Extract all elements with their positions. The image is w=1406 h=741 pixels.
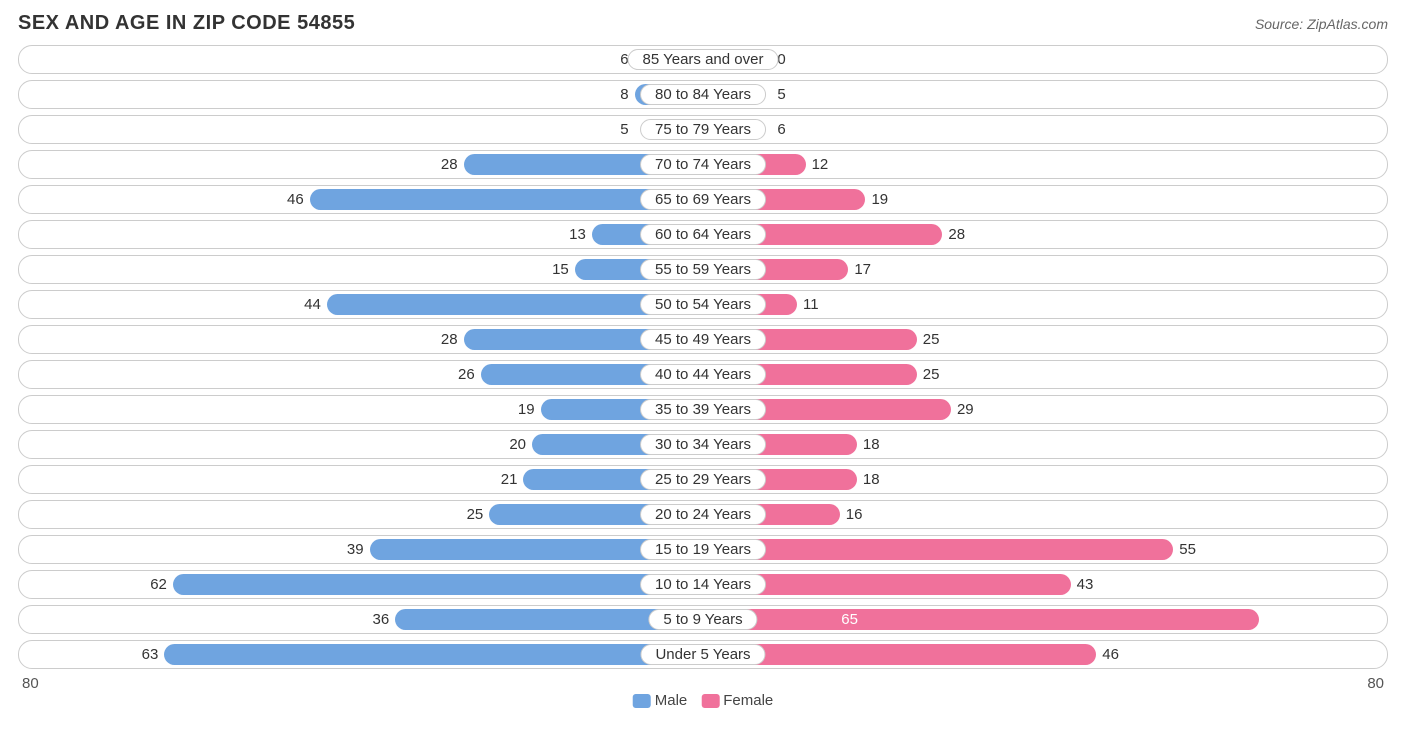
chart-source: Source: ZipAtlas.com xyxy=(1255,16,1388,32)
male-value: 21 xyxy=(501,466,524,493)
male-bar xyxy=(164,644,703,665)
male-value: 26 xyxy=(458,361,481,388)
male-value: 36 xyxy=(373,606,396,633)
pyramid-row: 20 18 30 to 34 Years xyxy=(18,430,1388,459)
pyramid-row: 19 29 35 to 39 Years xyxy=(18,395,1388,424)
category-label: 10 to 14 Years xyxy=(640,574,766,595)
pyramid-row: 28 12 70 to 74 Years xyxy=(18,150,1388,179)
pyramid-row: 63 46 Under 5 Years xyxy=(18,640,1388,669)
female-value: 16 xyxy=(840,501,863,528)
pyramid-row: 5 675 to 79 Years xyxy=(18,115,1388,144)
female-value: 28 xyxy=(942,221,965,248)
category-label: 25 to 29 Years xyxy=(640,469,766,490)
legend-swatch xyxy=(633,694,651,708)
male-value: 63 xyxy=(142,641,165,668)
axis-max-left: 80 xyxy=(18,675,703,692)
male-value: 19 xyxy=(518,396,541,423)
category-label: 15 to 19 Years xyxy=(640,539,766,560)
female-value: 17 xyxy=(848,256,871,283)
female-bar xyxy=(703,609,1259,630)
female-value: 19 xyxy=(865,186,888,213)
population-pyramid: 6085 Years and over8580 to 84 Years5675 … xyxy=(18,45,1388,669)
male-value: 25 xyxy=(467,501,490,528)
category-label: 20 to 24 Years xyxy=(640,504,766,525)
pyramid-row: 39 55 15 to 19 Years xyxy=(18,535,1388,564)
category-label: 75 to 79 Years xyxy=(640,119,766,140)
male-value: 28 xyxy=(441,326,464,353)
female-value: 65 xyxy=(831,606,858,633)
pyramid-row: 28 25 45 to 49 Years xyxy=(18,325,1388,354)
chart-footer: 80 80 MaleFemale xyxy=(18,675,1388,697)
chart-header: SEX AND AGE IN ZIP CODE 54855 Source: Zi… xyxy=(18,12,1388,35)
chart-title: SEX AND AGE IN ZIP CODE 54855 xyxy=(18,12,355,35)
male-value: 46 xyxy=(287,186,310,213)
category-label: 55 to 59 Years xyxy=(640,259,766,280)
pyramid-row: 15 17 55 to 59 Years xyxy=(18,255,1388,284)
legend-swatch xyxy=(701,694,719,708)
category-label: 65 to 69 Years xyxy=(640,189,766,210)
category-label: 40 to 44 Years xyxy=(640,364,766,385)
female-value: 25 xyxy=(917,326,940,353)
category-label: 70 to 74 Years xyxy=(640,154,766,175)
male-bar xyxy=(173,574,703,595)
pyramid-row: 46 19 65 to 69 Years xyxy=(18,185,1388,214)
pyramid-row: 6085 Years and over xyxy=(18,45,1388,74)
legend-label: Female xyxy=(723,692,773,709)
category-label: 30 to 34 Years xyxy=(640,434,766,455)
category-label: 5 to 9 Years xyxy=(648,609,757,630)
male-value: 44 xyxy=(304,291,327,318)
legend-item: Male xyxy=(633,692,688,709)
female-value: 18 xyxy=(857,431,880,458)
male-value: 28 xyxy=(441,151,464,178)
male-value: 5 xyxy=(620,116,634,143)
pyramid-row: 36 65 5 to 9 Years xyxy=(18,605,1388,634)
pyramid-row: 44 11 50 to 54 Years xyxy=(18,290,1388,319)
category-label: 85 Years and over xyxy=(628,49,779,70)
female-value: 6 xyxy=(771,116,785,143)
category-label: 60 to 64 Years xyxy=(640,224,766,245)
female-value: 12 xyxy=(806,151,829,178)
pyramid-row: 13 28 60 to 64 Years xyxy=(18,220,1388,249)
category-label: 50 to 54 Years xyxy=(640,294,766,315)
female-value: 25 xyxy=(917,361,940,388)
male-value: 39 xyxy=(347,536,370,563)
male-value: 8 xyxy=(620,81,634,108)
pyramid-row: 8 580 to 84 Years xyxy=(18,80,1388,109)
female-value: 46 xyxy=(1096,641,1119,668)
female-value: 55 xyxy=(1173,536,1196,563)
pyramid-row: 26 25 40 to 44 Years xyxy=(18,360,1388,389)
legend: Male Female xyxy=(633,692,774,709)
female-value: 5 xyxy=(771,81,785,108)
male-value: 15 xyxy=(552,256,575,283)
female-value: 43 xyxy=(1071,571,1094,598)
male-value: 13 xyxy=(569,221,592,248)
female-value: 29 xyxy=(951,396,974,423)
female-value: 18 xyxy=(857,466,880,493)
legend-item: Female xyxy=(701,692,773,709)
female-bar xyxy=(703,539,1173,560)
pyramid-row: 25 16 20 to 24 Years xyxy=(18,500,1388,529)
female-value: 11 xyxy=(797,291,819,318)
legend-label: Male xyxy=(655,692,688,709)
category-label: 45 to 49 Years xyxy=(640,329,766,350)
category-label: Under 5 Years xyxy=(640,644,765,665)
category-label: 35 to 39 Years xyxy=(640,399,766,420)
axis-max-right: 80 xyxy=(703,675,1388,692)
pyramid-row: 21 18 25 to 29 Years xyxy=(18,465,1388,494)
male-value: 20 xyxy=(509,431,532,458)
pyramid-row: 62 43 10 to 14 Years xyxy=(18,570,1388,599)
category-label: 80 to 84 Years xyxy=(640,84,766,105)
male-value: 62 xyxy=(150,571,173,598)
